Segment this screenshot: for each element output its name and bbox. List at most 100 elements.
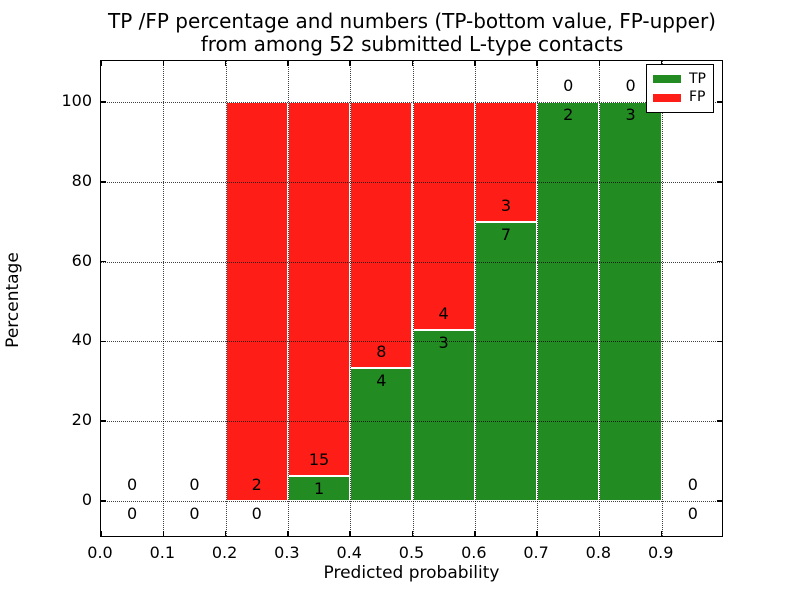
legend-item-fp: FP [653, 90, 707, 105]
chart-title-line2: from among 52 submitted L-type contacts [200, 32, 624, 56]
x-tick-mark [411, 61, 414, 66]
x-tick-mark [474, 531, 476, 536]
x-tick-mark [660, 531, 663, 536]
x-tick-mark [349, 531, 351, 536]
x-tick-mark [536, 531, 538, 536]
y-tick-mark [717, 420, 722, 422]
legend-label-tp: TP [689, 70, 706, 87]
gridline-vertical [599, 61, 601, 536]
gridline-horizontal [101, 341, 722, 343]
y-tick-mark [717, 500, 722, 502]
x-tick-mark [349, 61, 351, 66]
x-tick-mark [162, 531, 165, 536]
x-tick-mark [224, 61, 227, 66]
gridline-horizontal [101, 181, 722, 183]
tp-bar-segment [350, 367, 413, 501]
fp-count-label: 0 [563, 76, 574, 96]
x-tick-mark [411, 531, 414, 536]
fp-count-label: 3 [500, 195, 512, 215]
y-tick-mark [101, 181, 106, 183]
tp-color-swatch [653, 75, 681, 84]
y-tick-mark [101, 101, 106, 103]
x-tick-mark [287, 61, 289, 66]
gridline-horizontal [101, 261, 722, 263]
x-tick-label: 0.6 [461, 543, 487, 562]
fp-bar-segment [225, 102, 288, 501]
fp-color-swatch [653, 93, 681, 102]
legend: TP FP [646, 64, 714, 113]
x-tick-mark [598, 61, 601, 66]
fp-bar-segment [412, 102, 475, 330]
tp-count-label: 4 [376, 370, 387, 390]
y-tick-mark [101, 340, 106, 343]
x-tick-mark [287, 531, 289, 536]
x-tick-label: 0.1 [149, 543, 176, 562]
tp-count-label: 0 [687, 503, 698, 523]
tp-bar-segment [412, 329, 475, 501]
tp-bar-segment [287, 475, 351, 501]
tp-count-label: 7 [500, 224, 512, 244]
tp-count-label: 3 [625, 105, 636, 125]
fp-count-label: 2 [251, 474, 262, 494]
legend-label-fp: FP [689, 89, 706, 106]
y-tick-label: 100 [61, 91, 92, 111]
x-tick-mark [474, 61, 476, 66]
gridline-vertical [287, 61, 289, 536]
y-tick-label: 20 [71, 410, 92, 430]
plot-area: 0 0 0 0 2 0 15 1 8 4 4 3 3 7 0 2 0 3 0 0 [100, 60, 723, 537]
legend-item-tp: TP [653, 70, 707, 87]
x-tick-mark [162, 61, 165, 66]
tp-count-label: 1 [313, 478, 325, 498]
x-tick-label: 0.9 [647, 543, 674, 562]
tp-count-label: 0 [189, 503, 200, 523]
x-tick-mark [100, 61, 102, 66]
y-tick-mark [717, 260, 722, 263]
tp-count-label: 2 [563, 105, 574, 125]
y-tick-mark [101, 500, 106, 502]
x-tick-label: 0.5 [398, 543, 425, 562]
fp-count-label: 0 [687, 474, 698, 494]
y-tick-mark [717, 181, 722, 183]
x-tick-mark [598, 531, 601, 536]
x-tick-mark [224, 531, 227, 536]
gridline-vertical [537, 61, 539, 536]
x-tick-mark [536, 61, 538, 66]
gridline-horizontal [101, 500, 722, 502]
y-tick-label: 80 [71, 170, 92, 190]
fp-count-label: 0 [127, 474, 138, 494]
y-tick-mark [101, 260, 106, 263]
tp-bar-segment [599, 102, 662, 501]
chart-title: TP /FP percentage and numbers (TP-bottom… [0, 10, 800, 56]
tp-bar-segment [537, 102, 600, 501]
x-tick-label: 0.4 [336, 543, 362, 562]
y-tick-label: 60 [71, 250, 92, 270]
x-tick-label: 0.2 [211, 543, 238, 562]
gridline-vertical [474, 61, 476, 536]
tp-count-label: 0 [251, 503, 262, 523]
x-tick-label: 0.3 [274, 543, 300, 562]
gridline-vertical [412, 61, 414, 536]
x-tick-mark [660, 61, 663, 66]
y-tick-label: 0 [81, 489, 92, 509]
y-tick-mark [717, 101, 722, 103]
x-tick-label: 0.0 [87, 543, 113, 562]
fp-count-label: 4 [438, 303, 449, 323]
gridline-vertical [225, 61, 227, 536]
gridline-horizontal [101, 102, 722, 104]
y-tick-mark [717, 340, 722, 343]
gridline-vertical [163, 61, 165, 536]
y-tick-label: 40 [71, 330, 92, 350]
fp-bar-segment [287, 102, 351, 476]
gridline-horizontal [101, 421, 722, 423]
x-tick-mark [100, 531, 102, 536]
x-tick-label: 0.7 [523, 543, 549, 562]
x-tick-label: 0.8 [585, 543, 612, 562]
y-axis-label: Percentage [3, 252, 23, 348]
fp-bar-segment [350, 102, 413, 368]
fp-count-label: 0 [189, 474, 200, 494]
fp-count-label: 15 [308, 449, 330, 469]
fp-count-label: 0 [625, 76, 636, 96]
gridline-vertical [350, 61, 352, 536]
x-axis-label: Predicted probability [323, 563, 500, 583]
